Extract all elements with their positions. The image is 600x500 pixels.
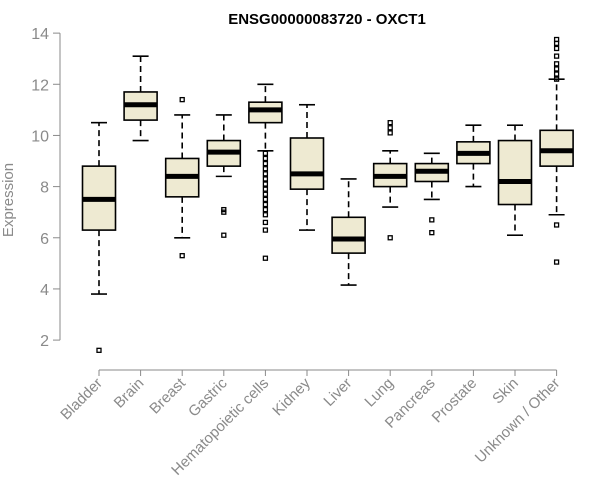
x-tick-label: Breast — [146, 374, 189, 417]
outlier-point — [221, 206, 227, 213]
y-tick-label: 12 — [31, 77, 49, 94]
x-tick-label: Brain — [111, 375, 148, 412]
y-axis: 2 4 6 8 10 12 14 — [31, 26, 61, 350]
outlier-point — [262, 181, 269, 187]
box-gastric — [206, 114, 242, 238]
y-tick-label: 14 — [31, 26, 49, 43]
box-liver — [331, 178, 366, 286]
x-tick-label: Prostate — [429, 375, 481, 427]
box-body — [497, 139, 533, 206]
box-prostate — [456, 124, 491, 188]
outlier-point — [262, 255, 269, 261]
outlier-point — [262, 166, 269, 172]
outlier-point — [553, 66, 560, 72]
outlier-point — [179, 253, 185, 259]
outlier-point — [262, 196, 269, 203]
box-kidney — [289, 103, 325, 231]
outlier-point — [553, 71, 560, 77]
x-tick-label: Liver — [320, 375, 355, 410]
box-unknown-other — [539, 36, 574, 265]
outlier-point — [262, 201, 269, 208]
outlier-point — [262, 150, 269, 156]
outlier-point — [553, 45, 560, 52]
outlier-point — [262, 155, 269, 162]
outlier-point — [262, 227, 269, 233]
y-tick-label: 2 — [40, 333, 49, 350]
outlier-point — [553, 36, 560, 43]
outlier-point — [553, 61, 560, 67]
box-hematopoietic-cells — [248, 83, 283, 261]
outlier-point — [262, 160, 269, 167]
outlier-point — [262, 212, 269, 218]
x-tick-label: Lung — [361, 375, 397, 411]
outlier-point — [387, 120, 393, 126]
outlier-point — [553, 259, 560, 265]
box-skin — [497, 124, 533, 237]
outlier-point — [262, 206, 269, 213]
box-lung — [372, 120, 408, 241]
outlier-point — [387, 130, 393, 136]
box-body — [539, 129, 574, 167]
x-tick-label: Bladder — [57, 375, 106, 424]
outlier-point — [553, 76, 560, 82]
x-tick-label: Kidney — [269, 374, 314, 419]
box-body — [248, 101, 283, 124]
outlier-point — [387, 125, 393, 131]
y-axis-label: Expression — [0, 163, 17, 237]
outlier-point — [262, 219, 269, 226]
outlier-point — [262, 191, 269, 197]
boxes-group — [81, 36, 574, 353]
box-body — [331, 216, 366, 254]
y-tick-label: 8 — [40, 180, 49, 197]
x-tick-label: Skin — [489, 375, 522, 408]
outlier-point — [262, 176, 269, 182]
box-brain — [123, 55, 158, 142]
y-tick-label: 10 — [31, 128, 49, 145]
box-pancreas — [414, 152, 450, 236]
outlier-point — [221, 232, 227, 238]
outlier-point — [262, 171, 269, 177]
box-bladder — [81, 121, 117, 353]
y-tick-label: 4 — [40, 282, 49, 299]
outlier-point — [553, 53, 560, 59]
outlier-point — [429, 217, 435, 223]
chart-title: ENSG00000083720 - OXCT1 — [228, 11, 426, 28]
outlier-point — [262, 186, 269, 192]
outlier-point — [179, 96, 185, 103]
outlier-point — [387, 235, 393, 241]
outlier-point — [553, 222, 560, 228]
outlier-point — [96, 347, 102, 353]
y-tick-label: 6 — [40, 231, 49, 248]
box-breast — [164, 96, 200, 259]
outlier-point — [429, 230, 435, 236]
box-body — [289, 137, 325, 190]
